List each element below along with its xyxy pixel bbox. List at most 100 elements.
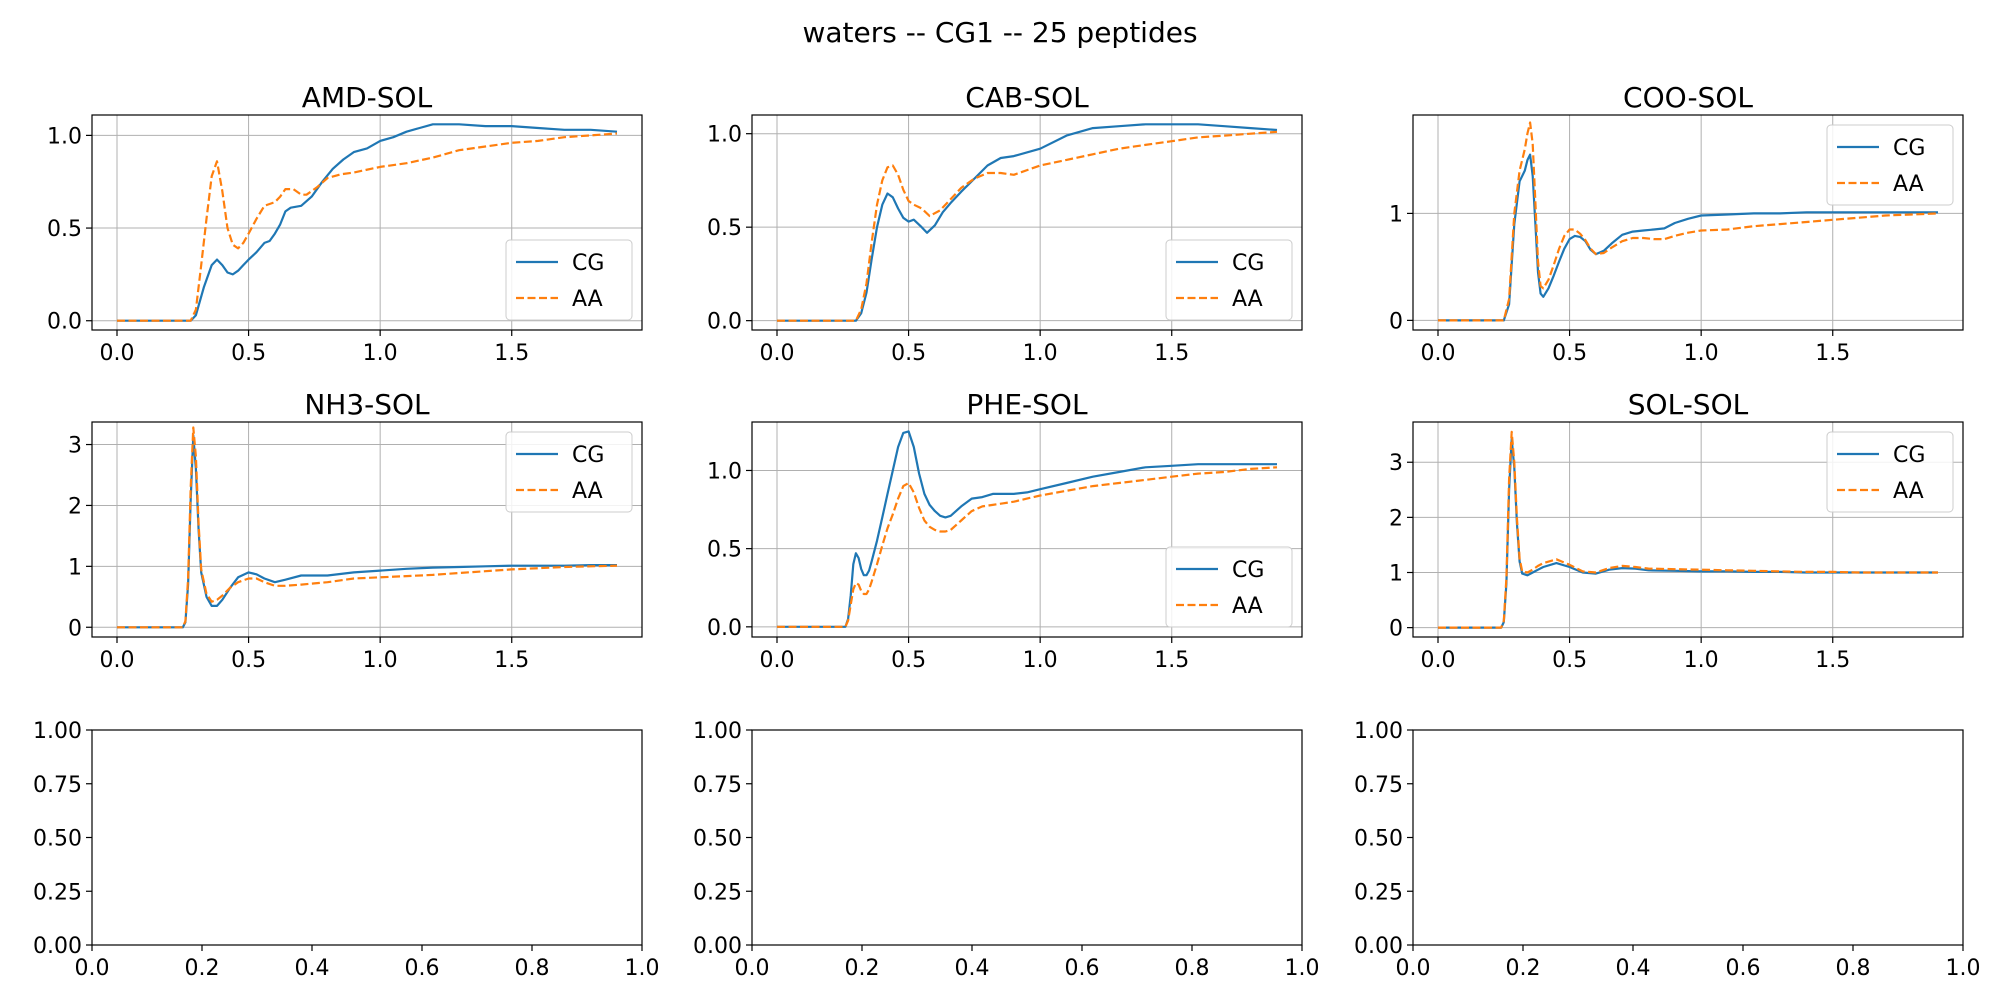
y-tick-label: 0.75: [33, 773, 82, 798]
x-tick-label: 0.2: [1506, 956, 1541, 981]
y-tick-label: 0.50: [1354, 827, 1403, 852]
x-tick-label: 0.4: [955, 956, 990, 981]
legend-label-aa: AA: [1893, 479, 1924, 504]
y-tick-label: 0.75: [693, 773, 742, 798]
x-tick-label: 0.5: [231, 341, 266, 366]
x-tick-label: 0.4: [295, 956, 330, 981]
y-tick-label: 1.00: [1354, 719, 1403, 744]
series-line-aa: [117, 132, 618, 322]
series-line-cg: [777, 123, 1278, 322]
axes-frame: [91, 421, 643, 638]
y-tick-label: 0.5: [707, 538, 742, 563]
y-tick-label: 1.0: [707, 459, 742, 484]
y-tick-label: 0.0: [707, 310, 742, 335]
subplot-empty-1: 0.0 0.2 0.4 0.6 0.8 1.0 0.00 0.25 0.50 0.75 1.00: [33, 719, 659, 981]
y-tick-label: 0.00: [33, 934, 82, 959]
subplot-empty-2: 0.0 0.2 0.4 0.6 0.8 1.0 0.00 0.25 0.50 0.75 1.00: [693, 719, 1319, 981]
y-tick-label: 1: [68, 555, 82, 580]
series-line-aa: [1438, 121, 1939, 322]
x-tick-label: 1.0: [1285, 956, 1320, 981]
subplot-nh3-sol: 0.0 0.5 1.0 1.5 0 1 2 3 NH3-SOL CG AA: [68, 388, 643, 673]
legend-label-aa: AA: [1232, 287, 1263, 312]
y-tick-label: 0.00: [1354, 934, 1403, 959]
figure-suptitle: waters -- CG1 -- 25 peptides: [802, 16, 1197, 49]
legend-label-cg: CG: [1893, 136, 1925, 161]
legend: CG AA: [505, 431, 633, 513]
subplot-empty-3: 0.0 0.2 0.4 0.6 0.8 1.0 0.00 0.25 0.50 0.75 1.00: [1354, 719, 1980, 981]
x-tick-label: 1.5: [494, 648, 529, 673]
axes-frame: [751, 421, 1303, 638]
y-tick-label: 2: [1389, 506, 1403, 531]
subplot-cab-sol: 0.0 0.5 1.0 1.5 0.0 0.5 1.0 CAB-SOL CG AA: [707, 81, 1303, 366]
series-line-aa: [777, 466, 1278, 628]
y-tick-label: 0.50: [693, 827, 742, 852]
legend: CG AA: [1826, 124, 1954, 206]
y-tick-label: 0.50: [33, 827, 82, 852]
y-tick-label: 0.75: [1354, 773, 1403, 798]
y-tick-label: 0: [1389, 309, 1403, 334]
x-tick-label: 1.5: [1154, 648, 1189, 673]
x-tick-label: 1.0: [1023, 341, 1058, 366]
legend-box: [1826, 124, 1954, 206]
y-tick-label: 0.25: [1354, 880, 1403, 905]
series-line-aa: [777, 130, 1278, 322]
x-tick-label: 0.8: [515, 956, 550, 981]
x-tick-label: 0.6: [405, 956, 440, 981]
y-tick-label: 0.25: [693, 880, 742, 905]
y-tick-label: 1.0: [47, 124, 82, 149]
y-tick-label: 1.00: [33, 719, 82, 744]
legend: CG AA: [1165, 546, 1293, 628]
legend: CG AA: [1826, 431, 1954, 513]
axes-frame: [1412, 114, 1964, 331]
y-tick-label: 3: [1389, 451, 1403, 476]
x-tick-label: 0.0: [1396, 956, 1431, 981]
subplot-coo-sol: 0.0 0.5 1.0 1.5 0 1 COO-SOL CG AA: [1389, 81, 1964, 366]
axes-frame: [751, 114, 1303, 331]
legend-box: [1165, 239, 1293, 321]
subplot-title: CAB-SOL: [965, 81, 1089, 114]
subplot-title: NH3-SOL: [304, 388, 430, 421]
x-tick-label: 0.5: [1552, 648, 1587, 673]
legend-box: [505, 239, 633, 321]
y-tick-label: 1.0: [707, 123, 742, 148]
x-tick-label: 0.6: [1065, 956, 1100, 981]
x-tick-label: 1.5: [494, 341, 529, 366]
x-tick-label: 0.0: [100, 648, 135, 673]
x-tick-label: 0.0: [75, 956, 110, 981]
x-tick-label: 0.6: [1726, 956, 1761, 981]
x-tick-label: 0.0: [100, 341, 135, 366]
legend-label-cg: CG: [572, 251, 604, 276]
legend: CG AA: [505, 239, 633, 321]
x-tick-label: 0.0: [1421, 341, 1456, 366]
x-tick-label: 1.0: [1684, 341, 1719, 366]
series-line-cg: [117, 123, 618, 322]
x-tick-label: 0.0: [735, 956, 770, 981]
x-tick-label: 1.0: [1684, 648, 1719, 673]
legend: CG AA: [1165, 239, 1293, 321]
y-tick-label: 0: [68, 616, 82, 641]
x-tick-label: 0.8: [1836, 956, 1871, 981]
axes-frame: [1412, 421, 1964, 638]
subplot-phe-sol: 0.0 0.5 1.0 1.5 0.0 0.5 1.0 PHE-SOL CG AA: [707, 388, 1303, 673]
x-tick-label: 0.5: [891, 648, 926, 673]
y-tick-label: 0.0: [707, 616, 742, 641]
x-tick-label: 0.5: [231, 648, 266, 673]
subplot-grid: 0.0 0.5 1.0 1.5 0.0 0.5 1.0 AMD-SOL CG AA 0.0 0.5 1.…: [33, 81, 1980, 981]
axes-frame: [91, 114, 643, 331]
legend-label-aa: AA: [572, 287, 603, 312]
x-tick-label: 0.4: [1616, 956, 1651, 981]
legend-label-aa: AA: [572, 479, 603, 504]
legend-label-cg: CG: [1232, 558, 1264, 583]
x-tick-label: 1.0: [363, 341, 398, 366]
x-tick-label: 0.5: [891, 341, 926, 366]
legend-box: [1165, 546, 1293, 628]
subplot-title: COO-SOL: [1623, 81, 1753, 114]
y-tick-label: 1: [1389, 202, 1403, 227]
y-tick-label: 2: [68, 494, 82, 519]
x-tick-label: 1.0: [1023, 648, 1058, 673]
legend-label-aa: AA: [1893, 172, 1924, 197]
y-tick-label: 0.25: [33, 880, 82, 905]
y-tick-label: 3: [68, 434, 82, 459]
x-tick-label: 1.5: [1815, 341, 1850, 366]
x-tick-label: 0.8: [1175, 956, 1210, 981]
